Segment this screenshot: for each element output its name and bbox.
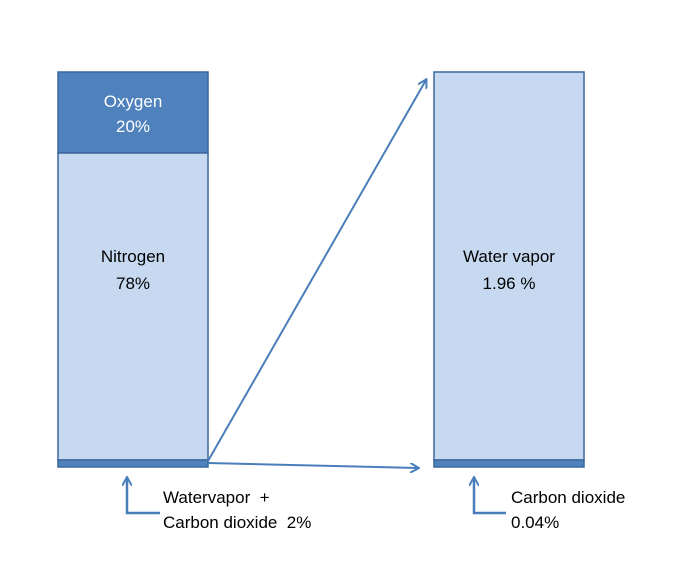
callout-arrow [127, 478, 160, 515]
zoom-arrow [207, 80, 426, 462]
note: Watervapor + [163, 488, 270, 507]
trace-segment [57, 459, 209, 468]
segment-name: Water vapor [463, 247, 555, 266]
co2-segment [433, 459, 585, 468]
note: Carbon dioxide [511, 488, 625, 507]
oxygen-segment [57, 71, 209, 154]
note: 0.04% [511, 513, 559, 532]
zoom-arrow [207, 462, 418, 468]
segment-value: 78% [116, 274, 150, 293]
note: Carbon dioxide 2% [163, 513, 311, 532]
callout-arrow [474, 478, 506, 515]
segment-name: Nitrogen [101, 247, 165, 266]
nitrogen-segment [57, 152, 209, 461]
segment-name: Oxygen [104, 92, 163, 111]
segment-value: 20% [116, 117, 150, 136]
segment-value: 1.96 % [483, 274, 536, 293]
water-vapor-segment [433, 71, 585, 461]
